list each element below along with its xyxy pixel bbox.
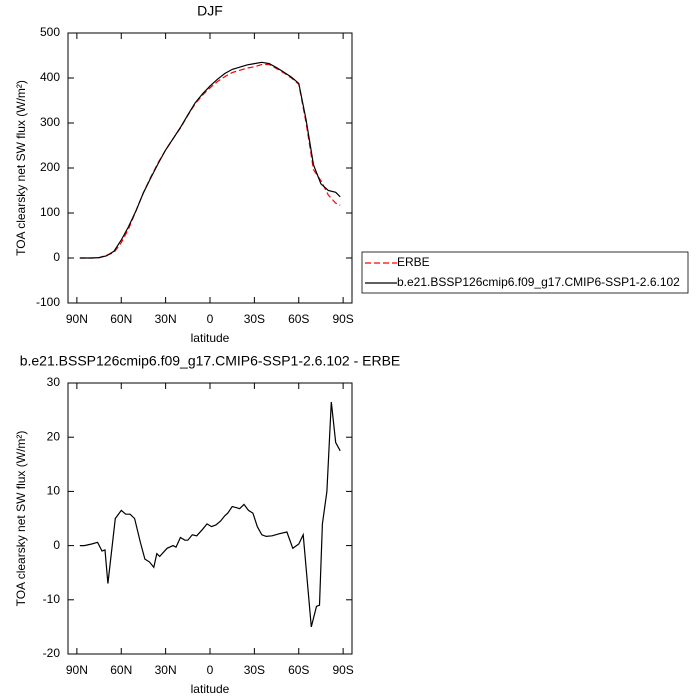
x-tick-label: 60N bbox=[110, 312, 132, 326]
y-tick-label: 0 bbox=[53, 250, 60, 264]
x-tick-label: 30N bbox=[155, 312, 177, 326]
x-axis-label: latitude bbox=[191, 682, 230, 696]
y-tick-label: 20 bbox=[47, 429, 61, 443]
x-tick-label: 30S bbox=[244, 663, 265, 677]
x-tick-label: 0 bbox=[207, 312, 214, 326]
x-axis-label: latitude bbox=[191, 331, 230, 345]
y-tick-label: -100 bbox=[36, 295, 60, 309]
x-tick-label: 90S bbox=[332, 663, 353, 677]
y-tick-label: 0 bbox=[53, 538, 60, 552]
x-tick-label: 60N bbox=[110, 663, 132, 677]
x-tick-label: 90N bbox=[66, 663, 88, 677]
x-tick-label: 60S bbox=[288, 663, 309, 677]
plot-frame bbox=[67, 32, 353, 304]
y-tick-label: 100 bbox=[40, 205, 60, 219]
y-axis-label: TOA clearsky net SW flux (W/m²) bbox=[14, 431, 28, 607]
data-line bbox=[79, 401, 341, 628]
x-tick-label: 90N bbox=[66, 312, 88, 326]
x-tick-label: 30S bbox=[244, 312, 265, 326]
y-tick-label: -20 bbox=[43, 646, 61, 660]
chart-title: b.e21.BSSP126cmip6.f09_g17.CMIP6-SSP1-2.… bbox=[20, 353, 401, 369]
y-tick-label: 500 bbox=[40, 25, 60, 39]
x-tick-label: 90S bbox=[332, 312, 353, 326]
x-tick-label: 30N bbox=[155, 663, 177, 677]
legend-frame bbox=[361, 251, 689, 294]
y-tick-label: 30 bbox=[47, 375, 61, 389]
data-line bbox=[79, 61, 341, 259]
y-tick-label: 10 bbox=[47, 484, 61, 498]
x-tick-label: 60S bbox=[288, 312, 309, 326]
plot-frame bbox=[67, 382, 353, 655]
x-tick-label: 0 bbox=[207, 663, 214, 677]
legend-label: ERBE bbox=[397, 255, 430, 269]
legend-label: b.e21.BSSP126cmip6.f09_g17.CMIP6-SSP1-2.… bbox=[397, 275, 680, 289]
chart-title: DJF bbox=[197, 3, 223, 19]
y-tick-label: 300 bbox=[40, 115, 60, 129]
y-tick-label: 400 bbox=[40, 70, 60, 84]
y-axis-label: TOA clearsky net SW flux (W/m²) bbox=[14, 80, 28, 256]
y-tick-label: 200 bbox=[40, 160, 60, 174]
y-tick-label: -10 bbox=[43, 592, 61, 606]
